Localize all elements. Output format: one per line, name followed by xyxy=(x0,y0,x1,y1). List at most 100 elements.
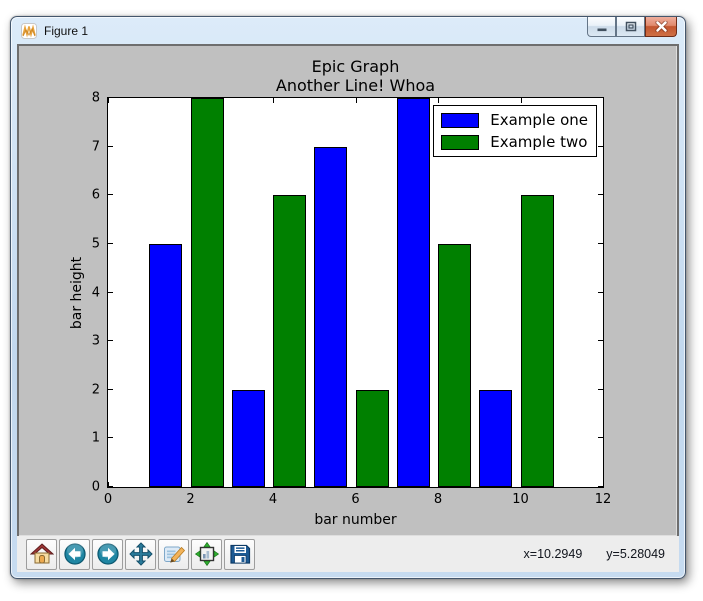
figure-canvas[interactable]: Epic Graph Another Line! Whoa bar number… xyxy=(17,44,679,538)
x-tick xyxy=(438,482,439,487)
x-tick xyxy=(520,98,522,103)
y-tick xyxy=(598,194,603,196)
minimize-icon xyxy=(597,28,606,31)
plot-area[interactable]: Epic Graph Another Line! Whoa bar number… xyxy=(69,57,611,528)
back-icon xyxy=(63,542,86,565)
legend-label: Example one xyxy=(490,111,588,129)
y-tick xyxy=(108,486,113,487)
cursor-x-readout: x=10.2949 xyxy=(523,547,583,561)
legend-swatch xyxy=(441,112,480,128)
figure-window: Figure 1 Epic Graph xyxy=(10,16,686,579)
x-tick-label: 2 xyxy=(186,492,195,507)
x-tick xyxy=(603,482,604,487)
y-tick xyxy=(598,291,603,293)
y-tick-label: 4 xyxy=(91,285,100,300)
pan-icon xyxy=(128,542,153,566)
y-tick xyxy=(108,145,113,147)
y-tick xyxy=(598,242,603,244)
window-title: Figure 1 xyxy=(44,23,89,38)
y-tick-label: 8 xyxy=(91,90,100,106)
y-tick xyxy=(598,97,603,98)
legend: Example one Example two xyxy=(433,105,597,157)
y-tick xyxy=(108,194,113,196)
y-tick-label: 5 xyxy=(91,236,100,252)
cursor-y-readout: y=5.28049 xyxy=(606,547,665,561)
statusbar: x=10.2949 y=5.28049 xyxy=(524,547,679,561)
y-tick xyxy=(598,145,603,147)
y-tick-label: 6 xyxy=(91,187,100,203)
save-icon xyxy=(229,544,250,564)
chart-title-block: Epic Graph Another Line! Whoa xyxy=(108,57,603,95)
y-tick xyxy=(598,388,603,390)
bar-example-one-x5 xyxy=(314,146,348,487)
chart-title: Epic Graph xyxy=(311,57,400,76)
minimize-button[interactable] xyxy=(587,17,616,37)
save-button[interactable] xyxy=(224,538,255,570)
x-tick xyxy=(438,98,439,103)
matplotlib-logo-icon[interactable] xyxy=(21,22,37,39)
y-tick xyxy=(108,437,113,439)
configure-subplots-icon xyxy=(194,542,219,566)
maximize-icon xyxy=(625,21,636,32)
bar-example-two-x10 xyxy=(520,195,554,487)
bar-example-two-x6 xyxy=(355,389,389,487)
navigation-toolbar: x=10.2949 y=5.28049 xyxy=(17,536,679,572)
back-button[interactable] xyxy=(59,538,90,570)
x-tick xyxy=(108,98,109,103)
bar-example-two-x8 xyxy=(438,243,471,487)
chart-subtitle: Another Line! Whoa xyxy=(275,76,436,95)
y-tick xyxy=(108,291,113,293)
y-tick xyxy=(108,388,113,390)
x-tick-label: 4 xyxy=(268,492,278,507)
x-tick-label: 0 xyxy=(103,492,113,507)
y-tick xyxy=(598,486,603,487)
legend-swatch xyxy=(441,134,480,150)
bar-example-one-x1 xyxy=(149,243,183,487)
home-button[interactable] xyxy=(26,538,57,570)
x-tick xyxy=(273,98,274,103)
x-tick xyxy=(520,482,522,487)
x-tick xyxy=(603,98,604,103)
y-tick xyxy=(108,242,113,244)
forward-icon xyxy=(96,542,119,565)
legend-entry: Example two xyxy=(441,133,588,151)
x-tick xyxy=(190,482,192,487)
y-tick xyxy=(108,97,113,98)
zoom-to-rect-button[interactable] xyxy=(158,538,189,570)
x-tick xyxy=(190,98,192,103)
y-tick xyxy=(108,340,113,342)
x-tick xyxy=(108,482,109,487)
maximize-button[interactable] xyxy=(616,17,645,37)
zoom-rect-icon xyxy=(163,546,185,563)
y-axis-label: bar height xyxy=(69,256,86,329)
x-tick-label: 10 xyxy=(512,492,529,507)
y-tick-label: 1 xyxy=(91,430,100,446)
y-tick xyxy=(598,340,603,342)
client-area: Epic Graph Another Line! Whoa bar number… xyxy=(17,44,679,572)
x-tick-label: 6 xyxy=(351,492,360,507)
close-icon xyxy=(654,21,668,32)
window-controls xyxy=(587,17,677,37)
bar-example-one-x9 xyxy=(479,389,513,487)
bar-example-one-x3 xyxy=(231,389,265,487)
close-button[interactable] xyxy=(645,17,677,37)
x-tick-label: 8 xyxy=(433,492,443,507)
home-icon xyxy=(29,543,54,564)
x-tick xyxy=(355,482,357,487)
legend-label: Example two xyxy=(490,133,588,151)
x-tick xyxy=(273,482,274,487)
x-tick-label: 12 xyxy=(594,492,612,507)
legend-entry: Example one xyxy=(441,111,588,129)
bar-example-one-x7 xyxy=(396,98,430,487)
y-tick-label: 3 xyxy=(91,333,100,349)
titlebar[interactable]: Figure 1 xyxy=(11,17,685,44)
y-tick-label: 0 xyxy=(91,479,100,495)
pan-button[interactable] xyxy=(125,538,156,570)
bar-example-two-x4 xyxy=(273,195,306,487)
y-tick xyxy=(598,437,603,439)
x-tick xyxy=(355,98,357,103)
configure-subplots-button[interactable] xyxy=(191,538,222,570)
forward-button[interactable] xyxy=(92,538,123,570)
y-tick-label: 7 xyxy=(91,139,100,155)
bar-example-two-x2 xyxy=(190,98,224,487)
